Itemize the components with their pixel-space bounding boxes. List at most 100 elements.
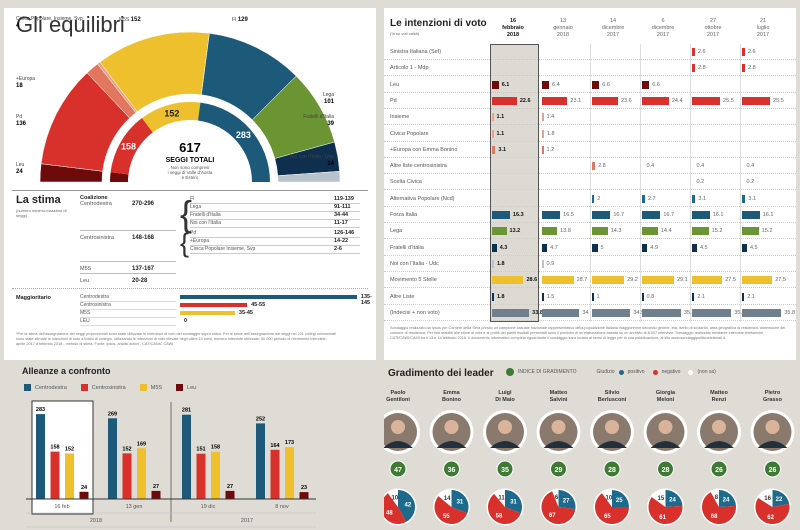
pie-slice-negative (702, 492, 736, 524)
party-label: Lega (323, 92, 334, 98)
bar-value: 23 (301, 485, 307, 491)
vote-value: 2.8 (748, 65, 756, 72)
inner-label-centrosinistra: 158 (121, 141, 136, 151)
leader-first-name: Pietro (765, 390, 781, 396)
index-value: 36 (448, 467, 456, 474)
pie-slice-nonsa (494, 490, 505, 507)
pie-value-nonsa: 10 (606, 495, 613, 501)
legend-label: Leu (187, 384, 197, 391)
vote-bar (542, 145, 544, 154)
vote-value: 1.8 (496, 260, 505, 267)
vote-value: 5 (600, 244, 604, 251)
vote-value: 1.1 (496, 114, 505, 121)
divider (80, 309, 176, 310)
column-header: 6 (661, 18, 665, 24)
pie-slice-nonsa (552, 490, 559, 507)
vote-bar (592, 80, 600, 89)
party-seats: 4 (16, 23, 20, 29)
pie-slice-negative (434, 496, 468, 524)
vote-value: 1.5 (546, 293, 555, 300)
bar-centrosinistra (50, 451, 60, 499)
row-label: Alternativa Popolare (Ncd) (390, 195, 455, 202)
party-name: Lega (190, 204, 202, 210)
column-header: 13 (559, 18, 567, 24)
bar-value: 158 (211, 445, 220, 451)
vote-value: 34.9 (633, 309, 645, 316)
vote-bar (492, 211, 510, 219)
alleanze-panel: Alleanze a confronto Centrodestra Centros… (4, 362, 376, 530)
coalition-range: 20-28 (132, 278, 148, 284)
inner-segment-m5s (141, 101, 201, 133)
vote-value: 29.1 (677, 277, 688, 284)
legend-swatch (80, 384, 88, 391)
negative-legend-label: negativo (661, 369, 681, 375)
vote-bar (542, 259, 544, 268)
vote-bar (642, 308, 681, 317)
index-value: 35 (501, 467, 509, 474)
maggioritario-name: Centrosinistra (80, 302, 111, 308)
pie-value-negative: 58 (496, 513, 503, 519)
bar-leu (225, 490, 235, 499)
pie-value-negative: 48 (386, 510, 393, 516)
vote-bar (742, 308, 782, 317)
leader-first-name: Luigi (498, 390, 512, 396)
column-divider (740, 44, 741, 322)
total-seats-label: SEGGI TOTALI (166, 157, 215, 164)
vote-bar (642, 227, 658, 236)
vote-bar (742, 64, 746, 73)
highlight-column (490, 44, 539, 322)
column-header-year: 2017 (656, 32, 670, 38)
party-range: 126-146 (334, 230, 355, 236)
party-range: 2-6 (334, 246, 342, 252)
bar-centrodestra (36, 414, 45, 499)
party-label: +Europa (16, 76, 35, 82)
legend-item: Leu (176, 384, 196, 391)
vote-bar (492, 145, 496, 154)
party-name: +Europa (190, 238, 210, 244)
bar-value: 283 (36, 407, 45, 413)
bar-centrosinistra (270, 449, 280, 499)
index-value: 28 (662, 467, 670, 474)
vote-value: 22.6 (519, 97, 531, 104)
index-value: 47 (394, 467, 402, 474)
leader-last-name: Berlusconi (598, 397, 627, 403)
pie-value-positive: 24 (669, 498, 676, 504)
year-label: 2017 (241, 518, 253, 524)
bar-value: 24 (81, 485, 88, 491)
pie-slice-positive (398, 490, 415, 522)
party-name: Pd (190, 230, 197, 236)
pie-value-nonsa: 14 (444, 496, 451, 502)
maggioritario-label: Maggioritario (16, 295, 51, 301)
inner-label-m5s: 152 (164, 108, 179, 118)
leader-last-name: Salvini (550, 397, 568, 403)
vote-bar (492, 308, 530, 317)
index-badge (443, 460, 460, 478)
column-header: 14 (609, 18, 617, 24)
legend-item: M5S (139, 384, 162, 391)
row-label: Lega (390, 228, 403, 235)
vote-value: 2 (597, 195, 601, 202)
party-name: FI (190, 196, 195, 202)
row-label: Movimento 5 Stelle (390, 277, 437, 284)
vote-bar (692, 308, 732, 317)
vote-value: 0.4 (696, 163, 705, 170)
index-badge (389, 460, 407, 478)
leader-first-name: Paolo (391, 390, 407, 396)
vote-bar (692, 96, 721, 105)
intenzioni-panel: Le intenzioni di voto (% su voti validi)… (384, 8, 796, 360)
vote-bar (492, 227, 507, 236)
intenzioni-subtitle: (% su voti validi) (390, 31, 420, 36)
bar-centrosinistra (196, 453, 206, 499)
bar-value: 27 (153, 484, 159, 490)
index-badge (603, 460, 621, 478)
vote-value: 3.1 (748, 195, 757, 202)
vote-value: 16.7 (613, 212, 625, 218)
equilibri-panel: Gli equilibri 158 152 283 617 SEGGI TOTALI No… (4, 8, 376, 360)
party-seats: 39 (327, 121, 334, 127)
category-label: 13 gen (126, 504, 143, 510)
vote-bar (742, 48, 745, 56)
alleanze-title: Alleanze a confronto (22, 366, 111, 376)
divider (80, 301, 176, 302)
legend-swatch (24, 384, 31, 391)
row-label: (Indecisi + non voto) (390, 309, 440, 316)
